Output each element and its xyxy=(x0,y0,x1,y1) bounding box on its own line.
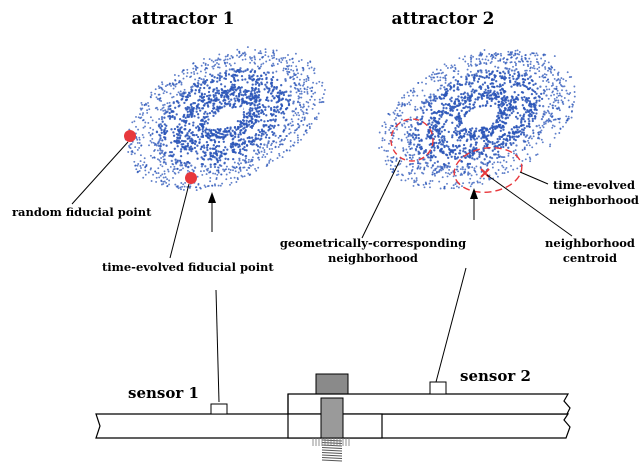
neighborhood-centroid-label-line-1: neighborhood xyxy=(545,236,635,250)
geometric-neighborhood-label-line-1: geometrically-corresponding xyxy=(280,236,466,250)
attractor-2-arrow-head xyxy=(470,188,478,199)
sensor-2-label: sensor 2 xyxy=(460,367,531,385)
time-evolved-neighborhood-leader-line xyxy=(519,171,549,185)
attractor-1-point-cloud xyxy=(124,46,326,192)
sensor-2-box xyxy=(429,381,447,395)
time-evolved-neighborhood-circle xyxy=(453,147,523,193)
attractor-2-point-cloud xyxy=(378,49,576,190)
bolt-threads xyxy=(312,438,350,462)
sensor-1-label: sensor 1 xyxy=(128,384,199,402)
random-fiducial-point-marker xyxy=(124,130,136,142)
neighborhood-centroid-leader-line xyxy=(486,174,573,237)
sensor-1-box xyxy=(210,403,228,415)
bolt-shank xyxy=(320,397,344,439)
time-evolved-fiducial-point-marker xyxy=(185,172,197,184)
random-fiducial-leader-line xyxy=(71,141,129,205)
random-fiducial-point-label: random fiducial point xyxy=(12,205,152,219)
time-evolved-neighborhood-label-line-2: neighborhood xyxy=(549,193,639,207)
geometrically-corresponding-neighborhood-circle xyxy=(390,118,434,162)
geometric-neighborhood-label-line-2: neighborhood xyxy=(328,251,418,265)
attractor-1-title: attractor 1 xyxy=(132,9,235,29)
time-evolved-neighborhood-label-line-1: time-evolved xyxy=(553,178,635,192)
geometric-neighborhood-leader-line xyxy=(361,159,401,239)
sensor-2-connector-line xyxy=(435,267,467,383)
attractor-1-arrow-head xyxy=(208,192,216,203)
sensor-1-connector-line xyxy=(215,289,220,403)
time-evolved-fiducial-point-label: time-evolved fiducial point xyxy=(102,260,274,274)
neighborhood-centroid-label-line-2: centroid xyxy=(563,251,617,265)
attractor-2-title: attractor 2 xyxy=(392,9,495,29)
time-evolved-fiducial-leader-line xyxy=(169,183,190,259)
